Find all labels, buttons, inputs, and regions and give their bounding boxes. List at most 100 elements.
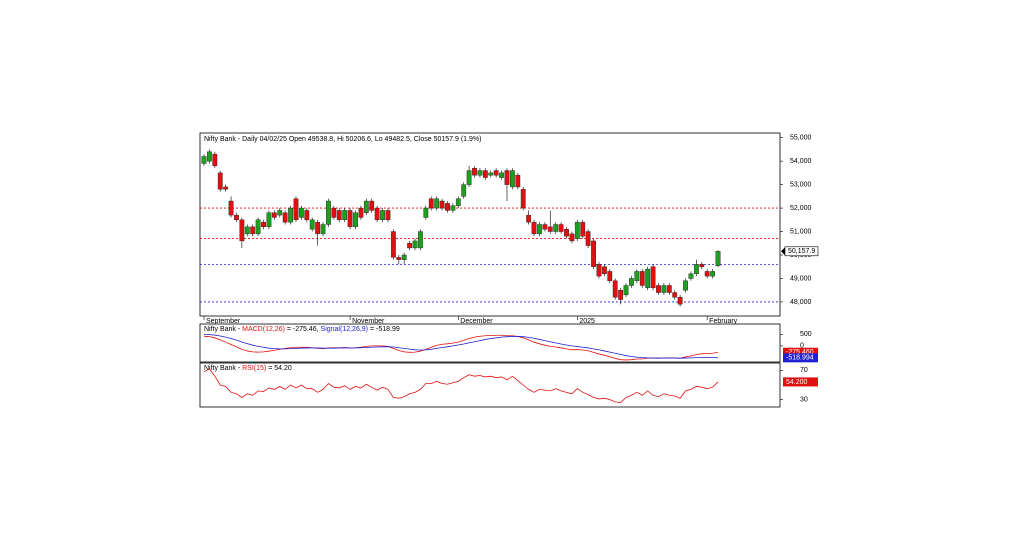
- candle-body: [217, 172, 223, 190]
- candle-body: [450, 205, 456, 211]
- candle-body: [650, 266, 656, 289]
- indicator-value-box: [783, 377, 818, 387]
- candle-body: [207, 151, 212, 162]
- candle-body: [482, 170, 488, 178]
- candle-body: [326, 200, 331, 225]
- panel-frame: [199, 362, 781, 408]
- candle-body: [461, 184, 467, 197]
- indicator-title-part: = -518.99: [368, 326, 400, 333]
- candle-body: [493, 170, 499, 176]
- indicator-value-label: -275.460: [786, 349, 814, 356]
- candle-body: [401, 254, 407, 260]
- candle-body: [428, 198, 434, 209]
- candle-body: [699, 264, 705, 267]
- candle-body: [677, 297, 683, 305]
- y-tick-label: 0: [800, 343, 804, 350]
- candle-body: [434, 198, 440, 209]
- candle-body: [212, 153, 218, 167]
- candle-body: [580, 221, 586, 237]
- x-tick-label: 2025: [579, 318, 595, 325]
- candle-body: [369, 200, 375, 211]
- candle-body: [472, 167, 477, 176]
- candle-body: [634, 271, 640, 282]
- candle-body: [282, 212, 288, 223]
- candle-body: [510, 170, 515, 188]
- candle-body: [542, 224, 548, 230]
- candle-body: [607, 271, 613, 282]
- candle-body: [520, 189, 526, 209]
- candle-body: [466, 170, 472, 185]
- candle-body: [390, 231, 396, 258]
- candle-body: [385, 210, 391, 221]
- indicator-line: [203, 368, 719, 404]
- candle-body: [374, 207, 380, 221]
- candle-body: [612, 280, 618, 298]
- candle-body: [553, 224, 559, 232]
- indicator-title-part: Nifty Bank -: [204, 326, 242, 333]
- candle-body: [661, 285, 667, 293]
- x-tick-label: February: [709, 318, 738, 325]
- y-tick-label: 70: [800, 367, 808, 374]
- y-tick-label: 53,000: [790, 181, 812, 188]
- indicator-title-part: = 54.20: [266, 365, 292, 372]
- y-tick-label: 30: [800, 397, 808, 404]
- candle-body: [407, 243, 412, 249]
- candle-body: [455, 198, 461, 206]
- indicator-value-label: 54.200: [786, 379, 808, 386]
- candle-body: [255, 219, 261, 235]
- candle-body: [477, 170, 483, 176]
- candle-body: [271, 212, 277, 218]
- candle-body: [315, 221, 321, 235]
- y-tick-label: 55,000: [790, 135, 812, 142]
- candle-body: [342, 210, 348, 221]
- candle-body: [234, 214, 239, 221]
- candle-body: [250, 226, 256, 235]
- price-marker-label: 50,157.9: [788, 248, 815, 255]
- candle-body: [320, 224, 326, 235]
- candle-body: [515, 175, 521, 188]
- indicator-value-label: -518.994: [786, 355, 814, 362]
- candle-body: [623, 285, 629, 296]
- indicator-title-part: RSI(15): [242, 365, 266, 372]
- candle-body: [688, 273, 694, 279]
- y-tick-label: 52,000: [790, 205, 812, 212]
- x-tick-label: December: [460, 318, 493, 325]
- candle-body: [704, 271, 710, 277]
- candle-body: [526, 214, 532, 223]
- candle-body: [488, 172, 494, 176]
- candle-body: [499, 172, 504, 178]
- candle-body: [504, 170, 510, 185]
- candle-body: [645, 268, 651, 289]
- candle-body: [261, 221, 266, 228]
- candle-body: [639, 271, 645, 286]
- candle-body: [569, 233, 575, 242]
- candle-body: [574, 221, 580, 239]
- candle-body: [336, 210, 342, 221]
- indicator-title: Nifty Bank - RSI(15) = 54.20: [204, 365, 292, 372]
- candle-body: [363, 200, 369, 213]
- x-tick-label: November: [352, 318, 385, 325]
- candle-body: [380, 210, 385, 221]
- candle-body: [396, 257, 402, 260]
- candle-body: [537, 224, 542, 235]
- y-tick-label: 54,000: [790, 158, 812, 165]
- indicator-title: Nifty Bank - MACD(12,26) = -275.46, Sign…: [204, 326, 400, 333]
- y-tick-label: 49,000: [790, 275, 812, 282]
- candle-body: [439, 200, 445, 209]
- candle-body: [293, 198, 299, 221]
- candle-body: [596, 264, 602, 277]
- candle-body: [288, 207, 293, 223]
- y-tick-label: 48,000: [790, 299, 812, 306]
- candle-body: [277, 210, 283, 216]
- y-tick-label: 51,000: [790, 228, 812, 235]
- candle-body: [618, 289, 624, 300]
- candle-body: [228, 200, 234, 216]
- candle-body: [358, 207, 364, 218]
- price-marker-box: [784, 246, 819, 257]
- candle-body: [591, 240, 596, 267]
- candle-body: [266, 212, 272, 228]
- candle-body: [629, 278, 634, 286]
- candle-body: [585, 231, 591, 246]
- price-marker-arrow: [781, 247, 785, 256]
